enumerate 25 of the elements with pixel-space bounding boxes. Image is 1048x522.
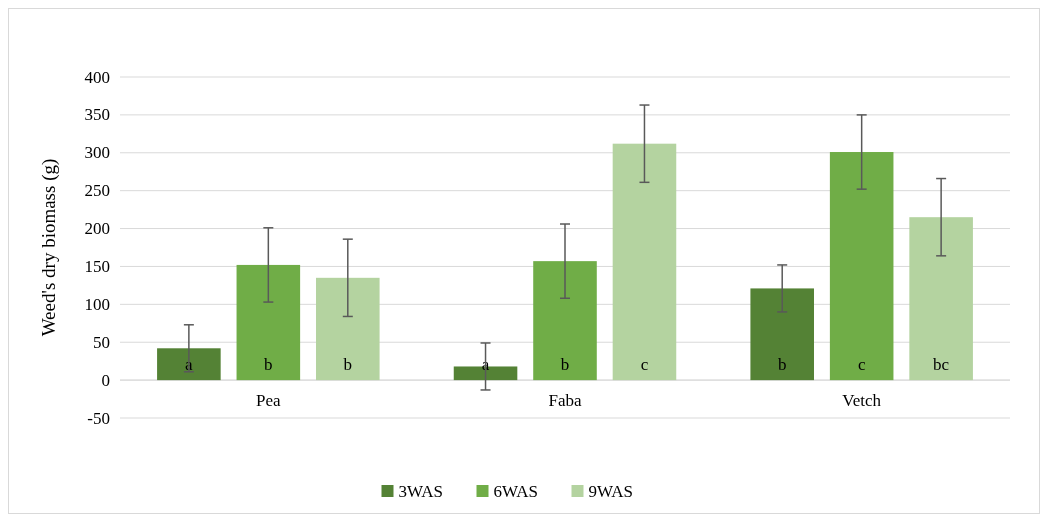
data-label: a bbox=[185, 354, 194, 374]
y-tick-label: 250 bbox=[84, 181, 110, 201]
data-label: b bbox=[560, 354, 570, 374]
x-tick-label: Faba bbox=[548, 390, 582, 410]
data-label: b bbox=[777, 354, 787, 374]
data-label: b bbox=[343, 354, 353, 374]
y-tick-label: 50 bbox=[93, 332, 110, 352]
data-label: c bbox=[857, 354, 866, 374]
y-tick-label: 200 bbox=[84, 219, 110, 239]
x-tick-label: Vetch bbox=[842, 390, 882, 410]
y-tick-label: 400 bbox=[84, 67, 110, 87]
legend-label: 6WAS bbox=[493, 481, 538, 501]
data-label: bc bbox=[933, 354, 950, 374]
y-tick-label: -50 bbox=[87, 408, 110, 428]
y-tick-label: 0 bbox=[101, 370, 110, 390]
legend-label: 9WAS bbox=[588, 481, 633, 501]
data-label: c bbox=[640, 354, 649, 374]
legend-label: 3WAS bbox=[398, 481, 443, 501]
y-tick-label: 100 bbox=[84, 294, 110, 314]
y-axis-title: Weed's dry biomass (g) bbox=[37, 158, 60, 337]
y-tick-label: 150 bbox=[84, 256, 110, 276]
data-label: b bbox=[264, 354, 273, 374]
y-tick-label: 350 bbox=[84, 105, 110, 125]
x-tick-label: Pea bbox=[256, 390, 282, 410]
y-tick-label: 300 bbox=[84, 143, 110, 163]
